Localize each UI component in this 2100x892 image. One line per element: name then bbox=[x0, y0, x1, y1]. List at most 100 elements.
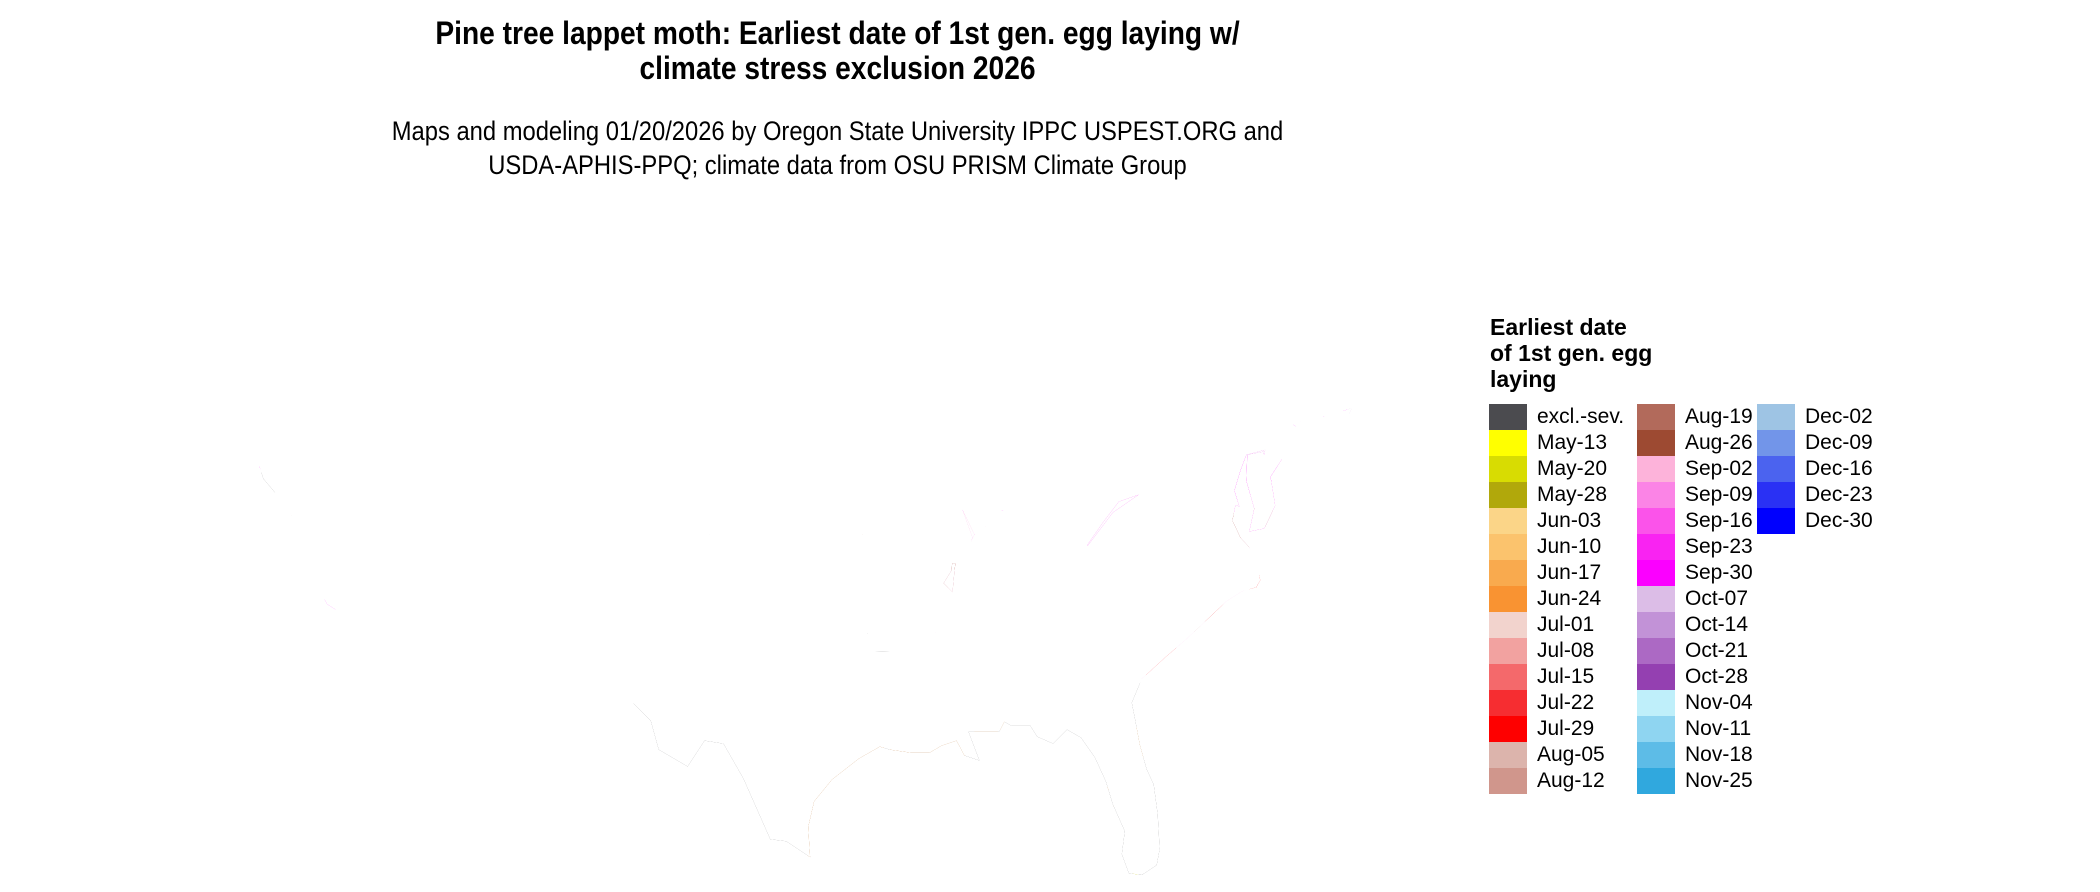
legend-row-jun24: Jun-24 bbox=[1489, 586, 1624, 612]
keys-dot bbox=[1148, 875, 1154, 881]
title-line-1: Pine tree lappet moth: Earliest date of … bbox=[435, 15, 1240, 51]
legend-row-jun03: Jun-03 bbox=[1489, 508, 1624, 534]
legend-swatch-oct07 bbox=[1637, 586, 1675, 612]
legend-swatch-oct21 bbox=[1637, 638, 1675, 664]
legend-label-nov11: Nov-11 bbox=[1685, 717, 1752, 740]
legend-row-oct14: Oct-14 bbox=[1637, 612, 1753, 638]
legend-swatch-sep02 bbox=[1637, 456, 1675, 482]
legend-row-dec09: Dec-09 bbox=[1757, 430, 1873, 456]
legend-row-jul22: Jul-22 bbox=[1489, 690, 1624, 716]
legend-swatch-may13 bbox=[1489, 430, 1527, 456]
legend-row-nov25: Nov-25 bbox=[1637, 768, 1753, 794]
legend-row-jun10: Jun-10 bbox=[1489, 534, 1624, 560]
legend-label-oct28: Oct-28 bbox=[1685, 665, 1749, 688]
legend-label-sep09: Sep-09 bbox=[1685, 483, 1753, 506]
legend-swatch-oct28 bbox=[1637, 664, 1675, 690]
legend-row-dec16: Dec-16 bbox=[1757, 456, 1873, 482]
legend-swatch-jul22 bbox=[1489, 690, 1527, 716]
keys-dot bbox=[1114, 876, 1120, 882]
legend-row-dec30: Dec-30 bbox=[1757, 508, 1873, 534]
keys-dot bbox=[1126, 878, 1132, 884]
legend-label-aug26: Aug-26 bbox=[1685, 431, 1753, 454]
legend-title-line-1: Earliest date bbox=[1490, 314, 1627, 340]
legend-swatch-excl bbox=[1489, 404, 1527, 430]
legend-swatch-sep16 bbox=[1637, 508, 1675, 534]
legend-title-line-3: laying bbox=[1490, 366, 1557, 392]
legend-swatch-jul29 bbox=[1489, 716, 1527, 742]
ca-brown-spot bbox=[277, 509, 292, 524]
legend-swatch-aug19 bbox=[1637, 404, 1675, 430]
legend-label-jul29: Jul-29 bbox=[1537, 717, 1595, 740]
wtx-red-dot bbox=[669, 770, 676, 777]
legend-row-sep02: Sep-02 bbox=[1637, 456, 1753, 482]
legend-label-sep02: Sep-02 bbox=[1685, 457, 1753, 480]
legend-row-oct28: Oct-28 bbox=[1637, 664, 1753, 690]
legend-label-oct07: Oct-07 bbox=[1685, 587, 1749, 610]
legend-swatch-sep30 bbox=[1637, 560, 1675, 586]
legend-row-may13: May-13 bbox=[1489, 430, 1624, 456]
legend-row-jul08: Jul-08 bbox=[1489, 638, 1624, 664]
subtitle-line-2: USDA-APHIS-PPQ; climate data from OSU PR… bbox=[488, 150, 1187, 180]
legend-label-jun24: Jun-24 bbox=[1537, 587, 1602, 610]
legend-row-may28: May-28 bbox=[1489, 482, 1624, 508]
legend-row-aug05: Aug-05 bbox=[1489, 742, 1624, 768]
keys-dot bbox=[1138, 878, 1144, 884]
us-map bbox=[240, 173, 1437, 887]
wtx-red-dot bbox=[663, 756, 670, 763]
legend-label-dec23: Dec-23 bbox=[1805, 483, 1873, 506]
us-map-container bbox=[230, 162, 1445, 889]
legend-title-line-2: of 1st gen. egg bbox=[1490, 340, 1653, 366]
legend-row-oct07: Oct-07 bbox=[1637, 586, 1753, 612]
subtitle-line-1: Maps and modeling 01/20/2026 by Oregon S… bbox=[391, 116, 1284, 146]
legend-swatch-dec02 bbox=[1757, 404, 1795, 430]
legend-row-aug19: Aug-19 bbox=[1637, 404, 1753, 430]
legend-swatch-dec16 bbox=[1757, 456, 1795, 482]
legend-row-aug12: Aug-12 bbox=[1489, 768, 1624, 794]
may20-speck bbox=[1132, 882, 1137, 887]
page-title: Pine tree lappet moth: Earliest date of … bbox=[303, 16, 1372, 86]
legend-swatch-sep09 bbox=[1637, 482, 1675, 508]
legend-row-jul29: Jul-29 bbox=[1489, 716, 1624, 742]
legend-swatch-aug26 bbox=[1637, 430, 1675, 456]
legend-swatch-dec09 bbox=[1757, 430, 1795, 456]
legend-label-jun17: Jun-17 bbox=[1537, 561, 1602, 584]
legend-swatch-may20 bbox=[1489, 456, 1527, 482]
legend-label-jun03: Jun-03 bbox=[1537, 509, 1602, 532]
legend-swatch-may28 bbox=[1489, 482, 1527, 508]
legend-label-sep16: Sep-16 bbox=[1685, 509, 1753, 532]
yellow-keys bbox=[1114, 875, 1154, 884]
legend-label-jul08: Jul-08 bbox=[1537, 639, 1595, 662]
legend-label-excl: excl.-sev. bbox=[1537, 405, 1625, 428]
legend-label-jun10: Jun-10 bbox=[1537, 535, 1602, 558]
ca-magenta-west bbox=[249, 465, 263, 522]
legend-swatch-jul01 bbox=[1489, 612, 1527, 638]
legend-label-nov25: Nov-25 bbox=[1685, 769, 1753, 792]
legend-row-excl: excl.-sev. bbox=[1489, 404, 1624, 430]
legend-column-1: excl.-sev. May-13 May-20 May-28 Jun-03 Jun-10… bbox=[1489, 404, 1624, 794]
legend-swatch-jun24 bbox=[1489, 586, 1527, 612]
legend-swatch-aug05 bbox=[1489, 742, 1527, 768]
legend-row-jul15: Jul-15 bbox=[1489, 664, 1624, 690]
legend-label-may20: May-20 bbox=[1537, 457, 1608, 480]
legend-swatch-jun17 bbox=[1489, 560, 1527, 586]
legend-row-jun17: Jun-17 bbox=[1489, 560, 1624, 586]
legend-swatch-jul15 bbox=[1489, 664, 1527, 690]
legend-label-nov18: Nov-18 bbox=[1685, 743, 1753, 766]
legend-label-dec30: Dec-30 bbox=[1805, 509, 1873, 532]
legend-row-nov11: Nov-11 bbox=[1637, 716, 1753, 742]
legend-row-may20: May-20 bbox=[1489, 456, 1624, 482]
legend-row-dec02: Dec-02 bbox=[1757, 404, 1873, 430]
legend-label-may28: May-28 bbox=[1537, 483, 1608, 506]
legend-label-jul15: Jul-15 bbox=[1537, 665, 1595, 688]
legend-swatch-sep23 bbox=[1637, 534, 1675, 560]
legend-row-sep09: Sep-09 bbox=[1637, 482, 1753, 508]
title-line-2: climate stress exclusion 2026 bbox=[639, 50, 1036, 86]
orange-fl-speck bbox=[1107, 804, 1114, 811]
legend-swatch-oct14 bbox=[1637, 612, 1675, 638]
legend-swatch-dec30 bbox=[1757, 508, 1795, 534]
legend-label-jul01: Jul-01 bbox=[1537, 613, 1595, 636]
legend-column-2: Aug-19 Aug-26 Sep-02 Sep-09 Sep-16 Sep-23 Sep-… bbox=[1637, 404, 1753, 794]
legend-row-nov18: Nov-18 bbox=[1637, 742, 1753, 768]
legend-swatch-aug12 bbox=[1489, 768, 1527, 794]
legend-swatch-jul08 bbox=[1489, 638, 1527, 664]
